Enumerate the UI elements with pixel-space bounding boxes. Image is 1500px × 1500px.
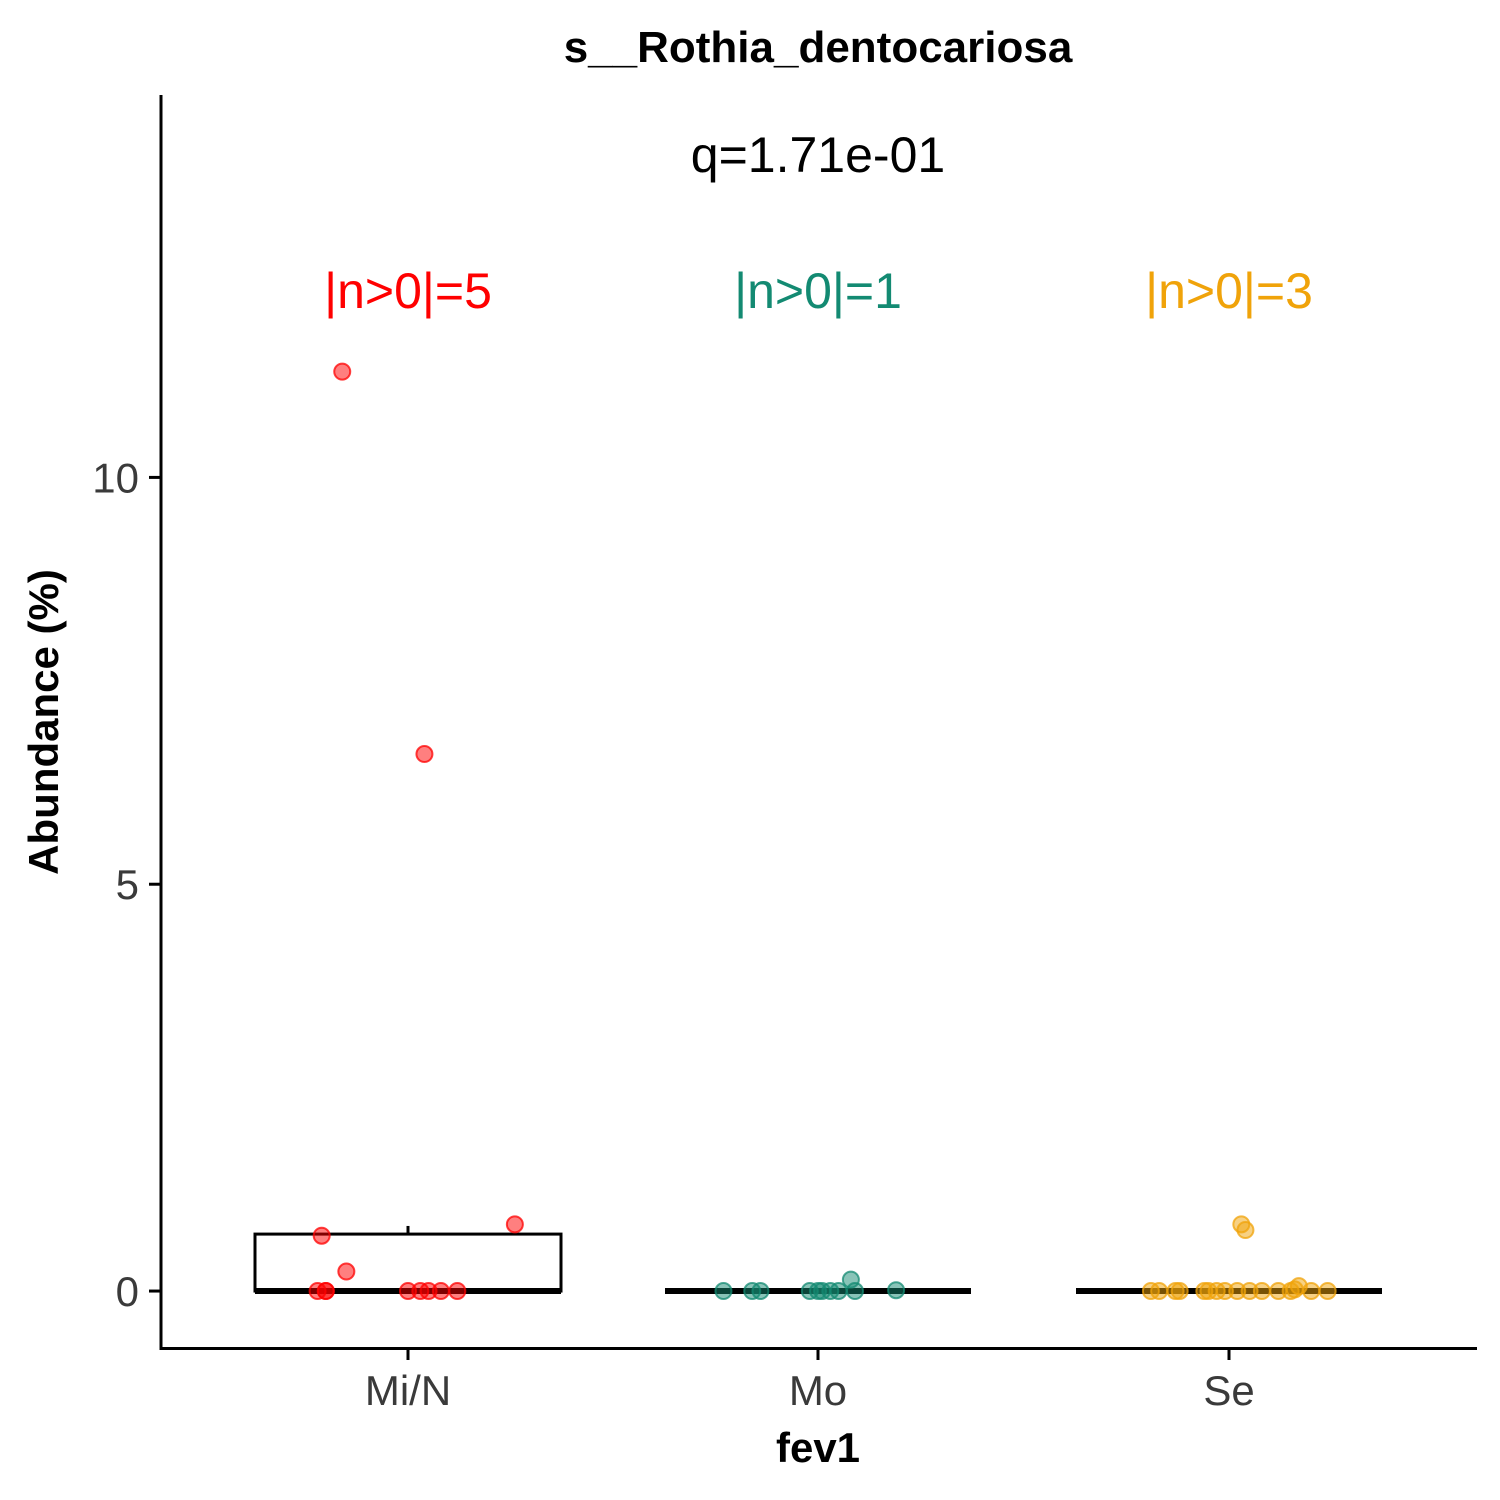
data-point (333, 362, 352, 381)
data-point (505, 1215, 524, 1234)
count-label: |n>0|=1 (734, 263, 902, 319)
data-point (431, 1282, 450, 1301)
data-point (751, 1282, 770, 1301)
count-label: |n>0|=3 (1145, 263, 1313, 319)
count-label: |n>0|=5 (324, 263, 492, 319)
data-point (1166, 1282, 1185, 1301)
data-point (1318, 1282, 1337, 1301)
plot-area: q=1.71e-01 |n>0|=5 |n>0|=1 |n>0|=3 (253, 127, 1382, 1301)
data-point (845, 1282, 864, 1301)
x-tick-label: Mo (789, 1367, 847, 1414)
x-tick-label: Mi/N (365, 1367, 451, 1414)
data-point (337, 1262, 356, 1281)
y-tick-label: 5 (116, 861, 139, 908)
data-point (887, 1281, 906, 1300)
data-point (1236, 1221, 1255, 1240)
chart-title: s__Rothia_dentocariosa (564, 23, 1073, 72)
x-tick-label: Se (1203, 1367, 1254, 1414)
axis-ticks: Mi/N Mo Se 0 5 10 (92, 454, 1254, 1414)
y-tick-label: 0 (116, 1268, 139, 1315)
y-axis-title: Abundance (%) (20, 569, 67, 875)
data-point (415, 745, 434, 764)
data-point (316, 1282, 335, 1301)
data-point (312, 1226, 331, 1245)
data-point (714, 1282, 733, 1301)
data-point (448, 1282, 467, 1301)
data-point (1150, 1282, 1169, 1301)
data-point (1252, 1282, 1271, 1301)
q-value-annotation: q=1.71e-01 (691, 127, 945, 183)
x-axis-title: fev1 (776, 1424, 860, 1471)
y-tick-label: 10 (92, 454, 139, 501)
data-point (1302, 1282, 1321, 1301)
